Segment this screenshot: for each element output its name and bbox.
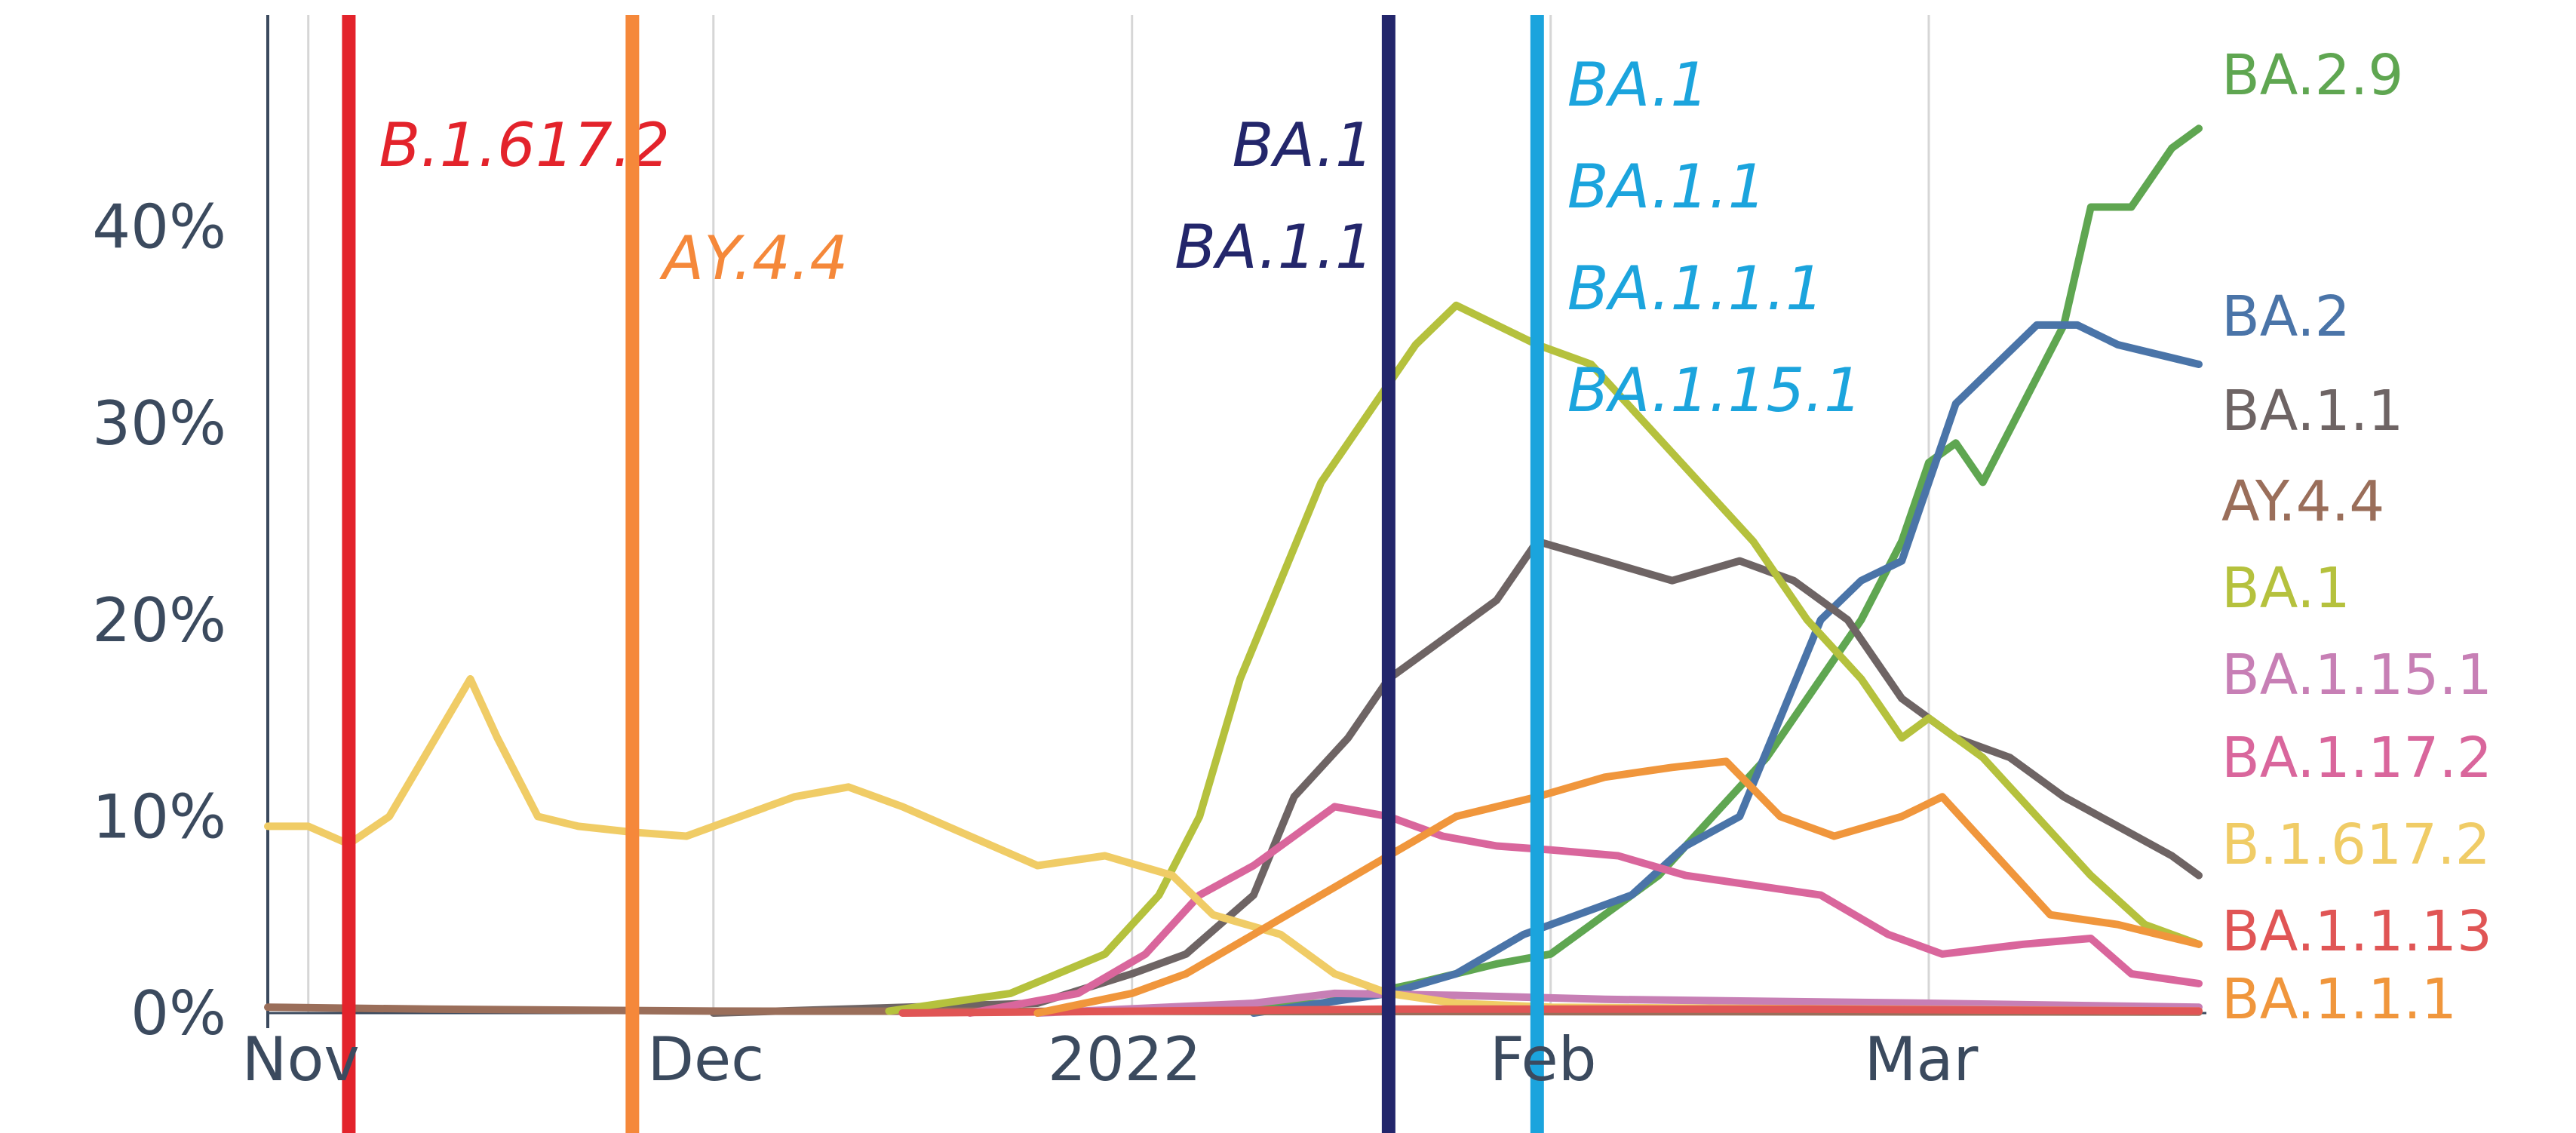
event-label: AY.4.4 bbox=[659, 223, 848, 293]
y-tick-label: 0% bbox=[130, 978, 226, 1049]
end-label: BA.1.15.1 bbox=[2221, 643, 2492, 708]
end-label: B.1.617.2 bbox=[2221, 812, 2491, 877]
end-label: BA.2 bbox=[2221, 284, 2350, 349]
event-label: B.1.617.2 bbox=[379, 110, 670, 180]
y-tick-label: 10% bbox=[92, 781, 226, 852]
end-label: BA.1.1.13 bbox=[2221, 899, 2492, 964]
event-label: BA.1.1.1 bbox=[1567, 253, 1824, 324]
series-line-BA.1 bbox=[885, 301, 2203, 1015]
x-tick-label: Nov bbox=[242, 1024, 360, 1095]
end-label: BA.1 bbox=[2221, 556, 2350, 621]
series-line-BA.1.15.1 bbox=[1033, 989, 2203, 1017]
event-markers: B.1.617.2 AY.4.4 BA.1 BA.1.1 BA.1 BA.1.1 BA.1.… bbox=[342, 15, 1862, 1133]
event-label: BA.1.1 bbox=[1567, 152, 1767, 222]
event-label: BA.1 bbox=[1232, 110, 1373, 180]
event-label: BA.1.1 bbox=[1174, 212, 1374, 282]
event-label: BA.1 bbox=[1567, 50, 1709, 120]
tick-labels: 0% 10% 20% 30% 40% Nov Dec 2022 Feb Mar bbox=[92, 192, 1978, 1095]
x-tick-label: Feb bbox=[1490, 1024, 1597, 1095]
series-line-BA.2.9 bbox=[1182, 124, 2203, 1015]
end-label: BA.2.9 bbox=[2221, 43, 2403, 108]
end-label: BA.1.1.1 bbox=[2221, 967, 2457, 1032]
series-line-B.1.617.2 bbox=[264, 675, 2203, 1015]
x-tick-label: Mar bbox=[1864, 1024, 1978, 1095]
end-label: BA.1.1 bbox=[2221, 379, 2403, 444]
y-tick-label: 40% bbox=[92, 192, 226, 263]
series-line-BA.1.1.13 bbox=[898, 1005, 2203, 1017]
y-tick-label: 30% bbox=[92, 388, 226, 459]
end-label: AY.4.4 bbox=[2221, 469, 2384, 534]
x-tick-label: 2022 bbox=[1048, 1024, 1202, 1095]
x-tick-label: Dec bbox=[647, 1024, 764, 1095]
series-line-BA.1.17.2 bbox=[966, 803, 2203, 1017]
series-line-BA.1.1.1 bbox=[1033, 757, 2203, 1017]
event-label: BA.1.15.1 bbox=[1567, 355, 1862, 425]
series-end-labels: BA.2.9 BA.2 BA.1.1 AY.4.4 BA.1 BA.1.15.1 BA.1.… bbox=[2221, 43, 2492, 1032]
series-line-BA.1.1 bbox=[709, 537, 2203, 1017]
y-tick-label: 20% bbox=[92, 585, 226, 656]
end-label: BA.1.17.2 bbox=[2221, 726, 2492, 791]
